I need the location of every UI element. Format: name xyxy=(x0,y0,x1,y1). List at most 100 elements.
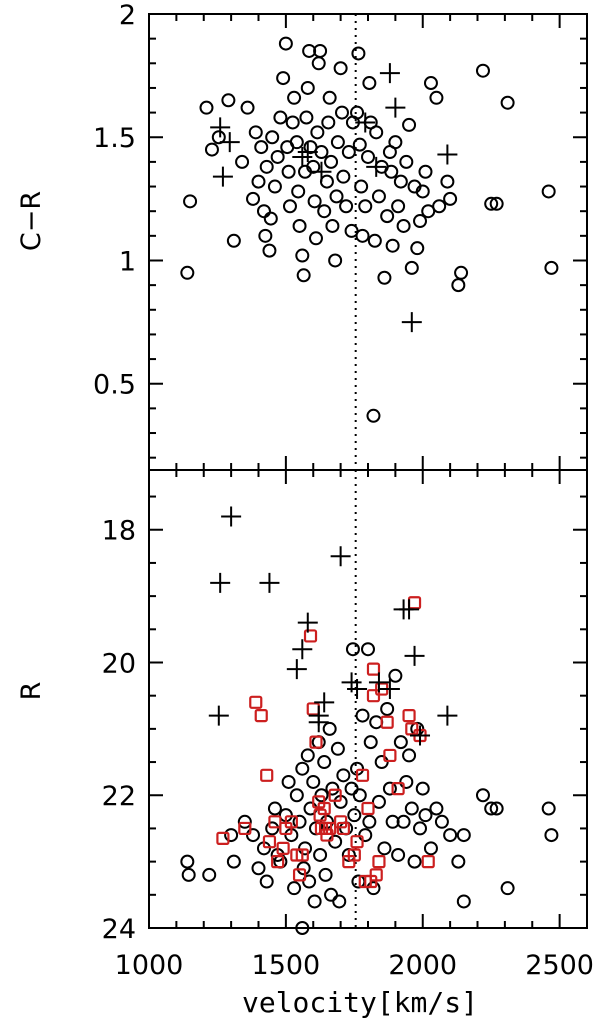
data-point-circle xyxy=(246,191,261,206)
data-point-circle xyxy=(454,265,469,280)
data-point-circle xyxy=(310,125,325,140)
data-point-circle xyxy=(418,808,433,823)
data-point-circle xyxy=(404,801,419,816)
y-tick-label: 20 xyxy=(102,648,136,679)
data-point-circle xyxy=(352,137,367,152)
x-tick-label: 2500 xyxy=(525,950,594,981)
data-point-circle xyxy=(402,117,417,132)
data-point-square xyxy=(284,815,298,829)
data-point-circle xyxy=(451,854,466,869)
data-point-circle xyxy=(347,808,362,823)
data-point-circle xyxy=(544,260,559,275)
data-point-circle xyxy=(385,814,400,829)
data-point-circle xyxy=(423,76,438,91)
data-point-circle xyxy=(330,135,345,150)
data-point-circle xyxy=(352,788,367,803)
top-panel: 0.5 1 1.5 2 C−R xyxy=(16,0,588,471)
data-point-circle xyxy=(432,199,447,214)
data-point-circle xyxy=(302,874,317,889)
data-point-circle xyxy=(325,781,340,796)
data-point-circle xyxy=(351,46,366,61)
data-point-circle xyxy=(256,204,271,219)
data-point-circle xyxy=(366,881,381,896)
data-point-circle xyxy=(300,748,315,763)
data-point-plus xyxy=(404,645,425,666)
data-point-circle xyxy=(180,265,195,280)
data-point-circle xyxy=(388,135,403,150)
data-point-plus xyxy=(366,156,387,177)
x-tick-label: 2000 xyxy=(388,950,457,981)
data-point-circle xyxy=(259,874,274,889)
data-point-circle xyxy=(211,130,226,145)
data-point-circle xyxy=(475,63,490,78)
data-point-square xyxy=(347,848,361,862)
data-point-square xyxy=(320,828,334,842)
data-point-circle xyxy=(265,821,280,836)
data-point-square xyxy=(402,708,416,723)
data-point-circle xyxy=(396,218,411,233)
data-point-circle xyxy=(354,179,369,194)
data-point-circle xyxy=(319,174,334,189)
data-point-plus xyxy=(347,679,368,700)
data-point-square xyxy=(380,715,394,729)
data-point-square xyxy=(262,835,277,849)
data-point-circle xyxy=(407,854,422,869)
data-point-circle xyxy=(324,154,339,169)
data-point-square xyxy=(355,768,370,782)
data-point-circle xyxy=(295,761,310,776)
data-point-circle xyxy=(332,894,347,909)
data-point-plus xyxy=(212,166,233,187)
data-point-circle xyxy=(391,199,406,214)
data-point-circle xyxy=(308,231,323,246)
data-point-circle xyxy=(259,159,274,174)
data-point-circle xyxy=(341,145,356,160)
data-point-circle xyxy=(336,768,351,783)
data-point-circle xyxy=(226,233,241,248)
data-point-plus xyxy=(210,117,231,138)
data-point-circle xyxy=(451,278,466,293)
data-point-circle xyxy=(393,735,408,750)
data-point-plus xyxy=(311,161,332,182)
data-point-square xyxy=(372,855,386,869)
top-panel-y-axis-label: C−R xyxy=(16,191,47,251)
data-point-square xyxy=(292,868,307,882)
data-point-circle xyxy=(281,774,296,789)
data-point-plus xyxy=(286,659,307,680)
data-point-circle xyxy=(289,788,304,803)
data-point-circle xyxy=(380,209,395,224)
bottom-panel-ticks: 18 20 22 24 1000 1500 2000 2500 xyxy=(102,470,594,981)
data-point-circle xyxy=(366,408,381,423)
data-point-circle xyxy=(181,867,196,882)
data-point-circle xyxy=(328,834,343,849)
data-point-circle xyxy=(292,814,307,829)
data-point-circle xyxy=(384,164,399,179)
data-point-plus xyxy=(208,705,229,726)
data-point-circle xyxy=(541,801,556,816)
data-point-circle xyxy=(362,76,377,91)
data-point-square xyxy=(383,748,397,763)
data-point-circle xyxy=(500,881,515,896)
data-point-circle xyxy=(313,847,328,862)
data-point-circle xyxy=(311,735,326,750)
data-point-circle xyxy=(325,218,340,233)
data-point-circle xyxy=(385,238,400,253)
data-point-circle xyxy=(415,781,430,796)
data-point-circle xyxy=(351,874,366,889)
data-point-circle xyxy=(248,125,263,140)
data-point-circle xyxy=(199,100,214,115)
data-point-circle xyxy=(362,814,377,829)
data-point-circle xyxy=(300,80,315,95)
data-point-plus xyxy=(385,97,406,118)
data-point-circle xyxy=(267,179,282,194)
data-point-circle xyxy=(307,194,322,209)
data-point-circle xyxy=(322,721,337,736)
data-point-circle xyxy=(224,828,239,843)
data-point-circle xyxy=(371,794,386,809)
data-point-circle xyxy=(299,110,314,125)
data-point-square xyxy=(271,855,285,869)
data-point-circle xyxy=(336,169,351,184)
data-point-circle xyxy=(328,253,343,268)
data-point-circle xyxy=(296,861,311,876)
data-point-circle xyxy=(410,241,425,256)
